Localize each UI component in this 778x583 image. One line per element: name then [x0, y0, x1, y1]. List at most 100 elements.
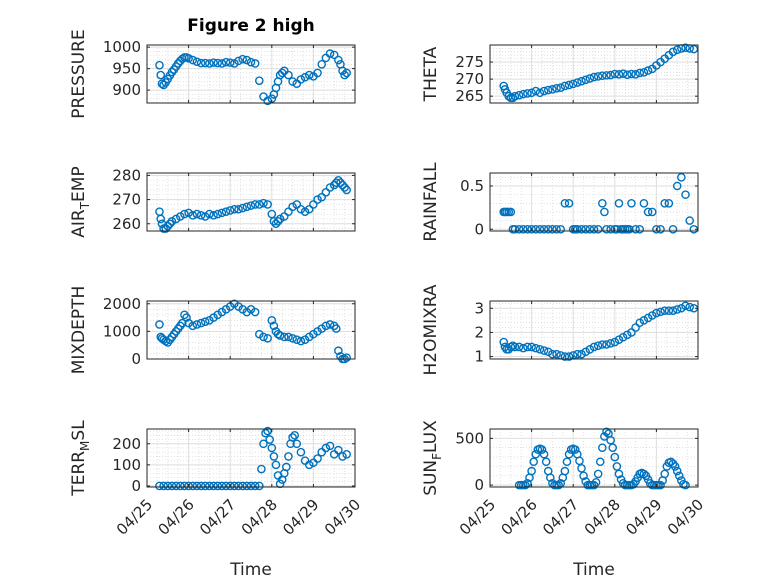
- data-point: [334, 55, 343, 65]
- data-point: [672, 466, 682, 476]
- x-tick-label: 04/29: [622, 495, 665, 538]
- data-point: [643, 66, 653, 75]
- x-axis-label-left: Time: [229, 560, 272, 580]
- axes-box: [489, 300, 699, 360]
- data-point: [639, 316, 649, 325]
- data-point: [614, 70, 624, 79]
- y-tick-label: 2: [474, 323, 484, 341]
- data-point: [165, 219, 175, 229]
- figure-title: Figure 2 high: [187, 16, 315, 36]
- data-point: [656, 307, 665, 317]
- data-point: [313, 454, 322, 463]
- x-tick-label: 04/29: [279, 495, 322, 538]
- data-point: [261, 428, 270, 438]
- data-point: [259, 332, 268, 342]
- data-point: [499, 337, 509, 347]
- data-point: [221, 481, 231, 491]
- subplot-5: 1 2 3 H2OMIXRA: [421, 284, 699, 376]
- data-point: [255, 76, 264, 85]
- data-point: [205, 209, 214, 219]
- data-point: [167, 67, 177, 77]
- data-point: [321, 443, 331, 453]
- y-axis-label: MIXDEPTH: [69, 286, 89, 375]
- data-point: [257, 464, 266, 474]
- data-point: [606, 70, 615, 80]
- y-axis-label: SUNFLUX: [421, 420, 444, 496]
- data-point: [246, 201, 256, 210]
- data-point: [263, 333, 272, 343]
- data-point: [681, 301, 690, 311]
- axes-box: [489, 172, 699, 232]
- data-point: [321, 188, 331, 197]
- data-point: [531, 343, 541, 353]
- data-point: [573, 224, 582, 234]
- data-point: [614, 469, 624, 479]
- axes-box: [489, 428, 699, 488]
- x-tick-label: 04/25: [113, 495, 156, 538]
- data-point: [234, 56, 243, 66]
- data-point: [279, 332, 289, 342]
- data-point: [309, 200, 318, 209]
- data-point: [635, 224, 645, 234]
- y-tick-label: 275: [455, 53, 484, 71]
- y-tick-label: 270: [112, 191, 141, 209]
- data-point: [510, 91, 520, 101]
- data-point: [581, 224, 590, 234]
- y-tick-label: 280: [112, 166, 141, 184]
- data-point: [585, 74, 595, 83]
- data-point: [539, 346, 549, 355]
- data-point: [602, 427, 611, 437]
- data-point: [334, 346, 343, 356]
- data-point: [259, 439, 268, 449]
- data-point: [329, 50, 339, 60]
- data-point: [627, 328, 636, 337]
- data-point: [606, 224, 615, 234]
- data-point: [527, 88, 536, 98]
- data-point: [267, 443, 277, 453]
- data-point: [602, 224, 611, 234]
- data-point: [631, 224, 640, 234]
- data-point: [639, 469, 649, 479]
- data-point: [535, 345, 545, 354]
- data-point: [523, 342, 532, 352]
- data-point: [643, 313, 653, 323]
- data-point: [155, 481, 164, 491]
- data-point: [238, 203, 247, 213]
- data-point: [163, 221, 173, 231]
- data-point: [296, 336, 306, 346]
- data-point: [514, 224, 524, 234]
- data-point: [546, 473, 555, 482]
- data-point: [570, 445, 580, 454]
- data-point: [196, 318, 206, 328]
- x-tick-label: 04/28: [581, 495, 624, 538]
- x-axis-label-right: Time: [572, 560, 615, 580]
- data-point: [602, 340, 611, 349]
- data-point: [606, 435, 615, 445]
- data-point: [531, 449, 541, 459]
- data-point: [560, 81, 570, 91]
- data-point: [672, 181, 682, 191]
- data-point: [598, 198, 607, 208]
- x-tick-label: 04/28: [238, 495, 281, 538]
- y-tick-label: 1: [474, 348, 484, 366]
- y-tick-label: 900: [112, 81, 141, 99]
- data-point: [674, 471, 684, 481]
- data-point: [238, 54, 247, 64]
- data-point: [340, 70, 349, 80]
- data-point: [618, 69, 628, 78]
- data-point: [548, 224, 557, 234]
- data-point: [188, 55, 198, 65]
- data-point: [560, 466, 570, 476]
- data-point: [564, 198, 574, 208]
- data-point: [622, 70, 632, 79]
- data-point: [175, 212, 185, 221]
- data-point: [209, 481, 218, 491]
- data-point: [543, 347, 553, 357]
- data-point: [523, 89, 532, 98]
- data-point: [595, 457, 605, 467]
- data-point: [331, 324, 341, 333]
- y-tick-label: 950: [112, 60, 141, 78]
- data-point: [622, 330, 632, 340]
